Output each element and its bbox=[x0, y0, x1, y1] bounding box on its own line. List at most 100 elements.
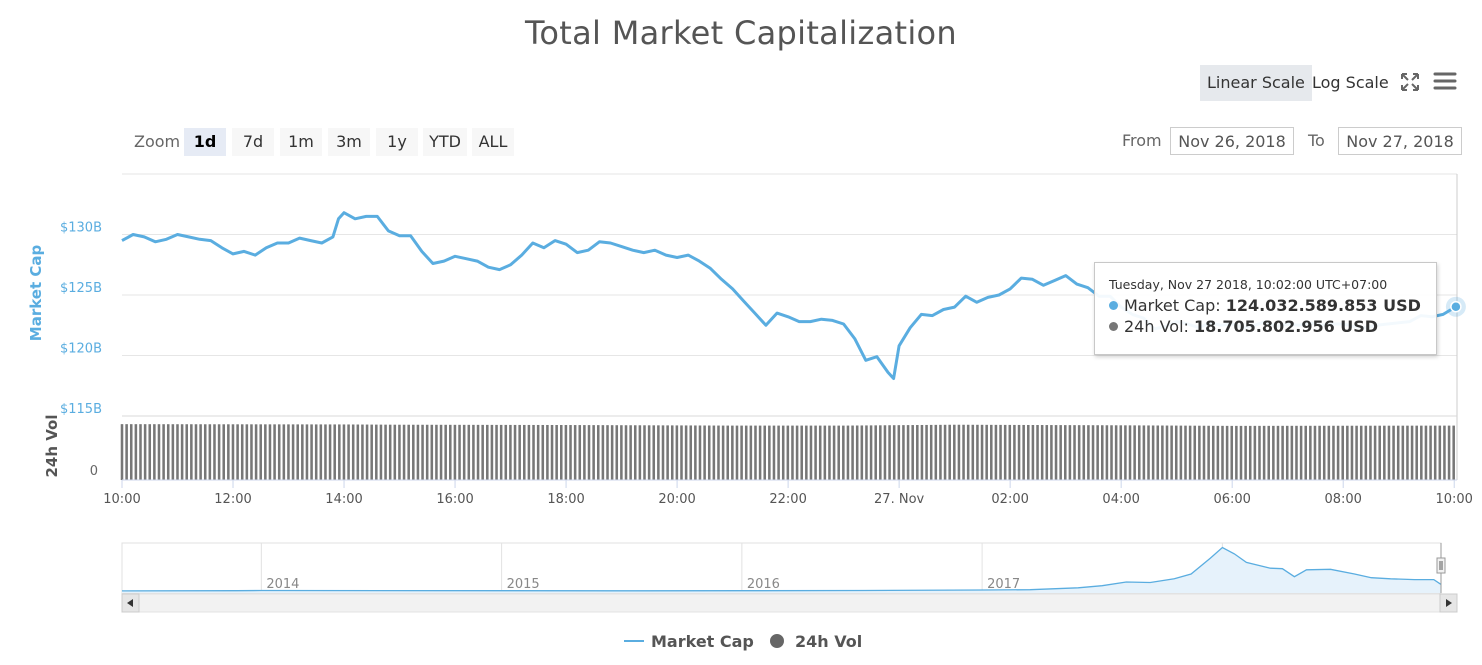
volume-bar bbox=[527, 424, 531, 480]
zoom-ytd-button[interactable]: YTD bbox=[423, 128, 467, 156]
x-tick-label: 22:00 bbox=[769, 492, 806, 507]
to-date-input[interactable] bbox=[1338, 127, 1462, 155]
volume-bar bbox=[301, 424, 304, 480]
volume-bar bbox=[1285, 425, 1289, 480]
volume-bar bbox=[1198, 425, 1201, 480]
volume-bar bbox=[1304, 425, 1307, 480]
volume-bar bbox=[356, 424, 360, 480]
linear-scale-button[interactable]: Linear Scale bbox=[1200, 65, 1312, 101]
volume-bar bbox=[342, 424, 346, 480]
volume-bar bbox=[1443, 425, 1446, 480]
legend-volume-label: 24h Vol bbox=[795, 632, 863, 651]
volume-bar bbox=[911, 425, 914, 480]
x-tick-label: 20:00 bbox=[658, 492, 695, 507]
volume-bar bbox=[1207, 425, 1210, 480]
volume-bar bbox=[1031, 425, 1035, 480]
volume-bar bbox=[583, 425, 586, 480]
y-tick-label: $115B bbox=[60, 402, 102, 417]
volume-bar bbox=[236, 424, 239, 480]
volume-bar bbox=[698, 425, 702, 480]
zoom-all-button[interactable]: ALL bbox=[472, 128, 514, 156]
volume-bar bbox=[680, 425, 683, 480]
volume-bar bbox=[1383, 425, 1386, 480]
volume-bar bbox=[495, 424, 498, 480]
volume-bar bbox=[795, 425, 799, 480]
volume-bar bbox=[1040, 425, 1044, 480]
volume-bar bbox=[523, 424, 526, 480]
volume-bar bbox=[287, 424, 290, 480]
volume-bar bbox=[134, 424, 138, 480]
volume-bar bbox=[874, 425, 877, 480]
legend-market-cap-label: Market Cap bbox=[651, 632, 754, 651]
volume-bar bbox=[823, 425, 827, 480]
volume-bar bbox=[1378, 425, 1381, 480]
volume-bar bbox=[920, 424, 924, 480]
volume-bar bbox=[231, 424, 235, 480]
y-tick-label: $120B bbox=[60, 342, 102, 357]
volume-bar bbox=[504, 424, 508, 480]
volume-bar bbox=[832, 425, 836, 480]
volume-bar bbox=[462, 424, 466, 480]
volume-bar bbox=[1355, 425, 1358, 480]
volume-bar bbox=[712, 425, 716, 480]
tooltip-date: Tuesday, Nov 27 2018, 10:02:00 UTC+07:00 bbox=[1109, 277, 1388, 292]
volume-bar bbox=[314, 424, 318, 480]
zoom-1d-button[interactable]: 1d bbox=[184, 128, 226, 156]
from-date-input[interactable] bbox=[1170, 127, 1294, 155]
volume-bar bbox=[851, 425, 854, 480]
menu-icon[interactable] bbox=[1433, 71, 1457, 91]
volume-bar bbox=[1420, 425, 1423, 480]
volume-bar bbox=[657, 425, 660, 480]
volume-bar bbox=[1327, 425, 1331, 480]
volume-bar bbox=[934, 424, 938, 480]
volume-bar bbox=[375, 424, 378, 480]
volume-bar bbox=[157, 424, 161, 480]
volume-bar bbox=[906, 425, 910, 480]
volume-bar bbox=[264, 424, 267, 480]
volume-bar bbox=[1438, 425, 1442, 480]
arrow-left-icon bbox=[127, 599, 133, 607]
volume-bar bbox=[1161, 425, 1164, 480]
volume-bar bbox=[879, 425, 882, 480]
legend-market-cap[interactable]: Market Cap bbox=[624, 632, 754, 651]
legend-volume[interactable]: 24h Vol bbox=[770, 632, 862, 651]
volume-bar bbox=[370, 424, 373, 480]
zoom-7d-button[interactable]: 7d bbox=[232, 128, 274, 156]
volume-bar bbox=[943, 424, 947, 480]
navigator[interactable]: 20142015201620172018 bbox=[121, 542, 1458, 613]
tooltip-market-cap-row: Market Cap: 124.032.589.853 USD bbox=[1109, 295, 1422, 316]
volume-bar bbox=[449, 424, 452, 480]
volume-bar bbox=[818, 425, 822, 480]
volume-bar bbox=[601, 425, 605, 480]
log-scale-button[interactable]: Log Scale bbox=[1312, 73, 1389, 92]
tooltip: Tuesday, Nov 27 2018, 10:02:00 UTC+07:00… bbox=[1094, 262, 1437, 355]
volume-bar bbox=[791, 425, 794, 480]
hover-point bbox=[1450, 300, 1462, 313]
volume-bar bbox=[546, 424, 549, 480]
volume-bar bbox=[1096, 425, 1099, 480]
zoom-3m-button[interactable]: 3m bbox=[328, 128, 370, 156]
volume-bar bbox=[245, 424, 249, 480]
volume-bar bbox=[518, 424, 521, 480]
volume-bar bbox=[703, 425, 706, 480]
volume-bar bbox=[1137, 425, 1141, 480]
volume-bar bbox=[125, 424, 128, 480]
volume-bar bbox=[1415, 425, 1418, 480]
volume-axis-title: 24h Vol bbox=[43, 414, 61, 477]
volume-bar bbox=[217, 424, 221, 480]
volume-bar bbox=[1322, 425, 1326, 480]
volume-bar bbox=[1073, 425, 1076, 480]
zoom-1y-button[interactable]: 1y bbox=[376, 128, 418, 156]
volume-bar bbox=[148, 424, 152, 480]
volume-bar bbox=[1059, 425, 1062, 480]
volume-bar bbox=[1087, 425, 1090, 480]
fullscreen-icon[interactable] bbox=[1400, 72, 1420, 92]
volume-bar bbox=[1170, 425, 1173, 480]
zoom-1m-button[interactable]: 1m bbox=[280, 128, 322, 156]
navigator-handle[interactable] bbox=[1436, 557, 1446, 574]
volume-bar bbox=[324, 424, 327, 480]
volume-bar bbox=[1110, 425, 1113, 480]
volume-bar bbox=[1272, 425, 1275, 480]
volume-bar bbox=[416, 424, 420, 480]
